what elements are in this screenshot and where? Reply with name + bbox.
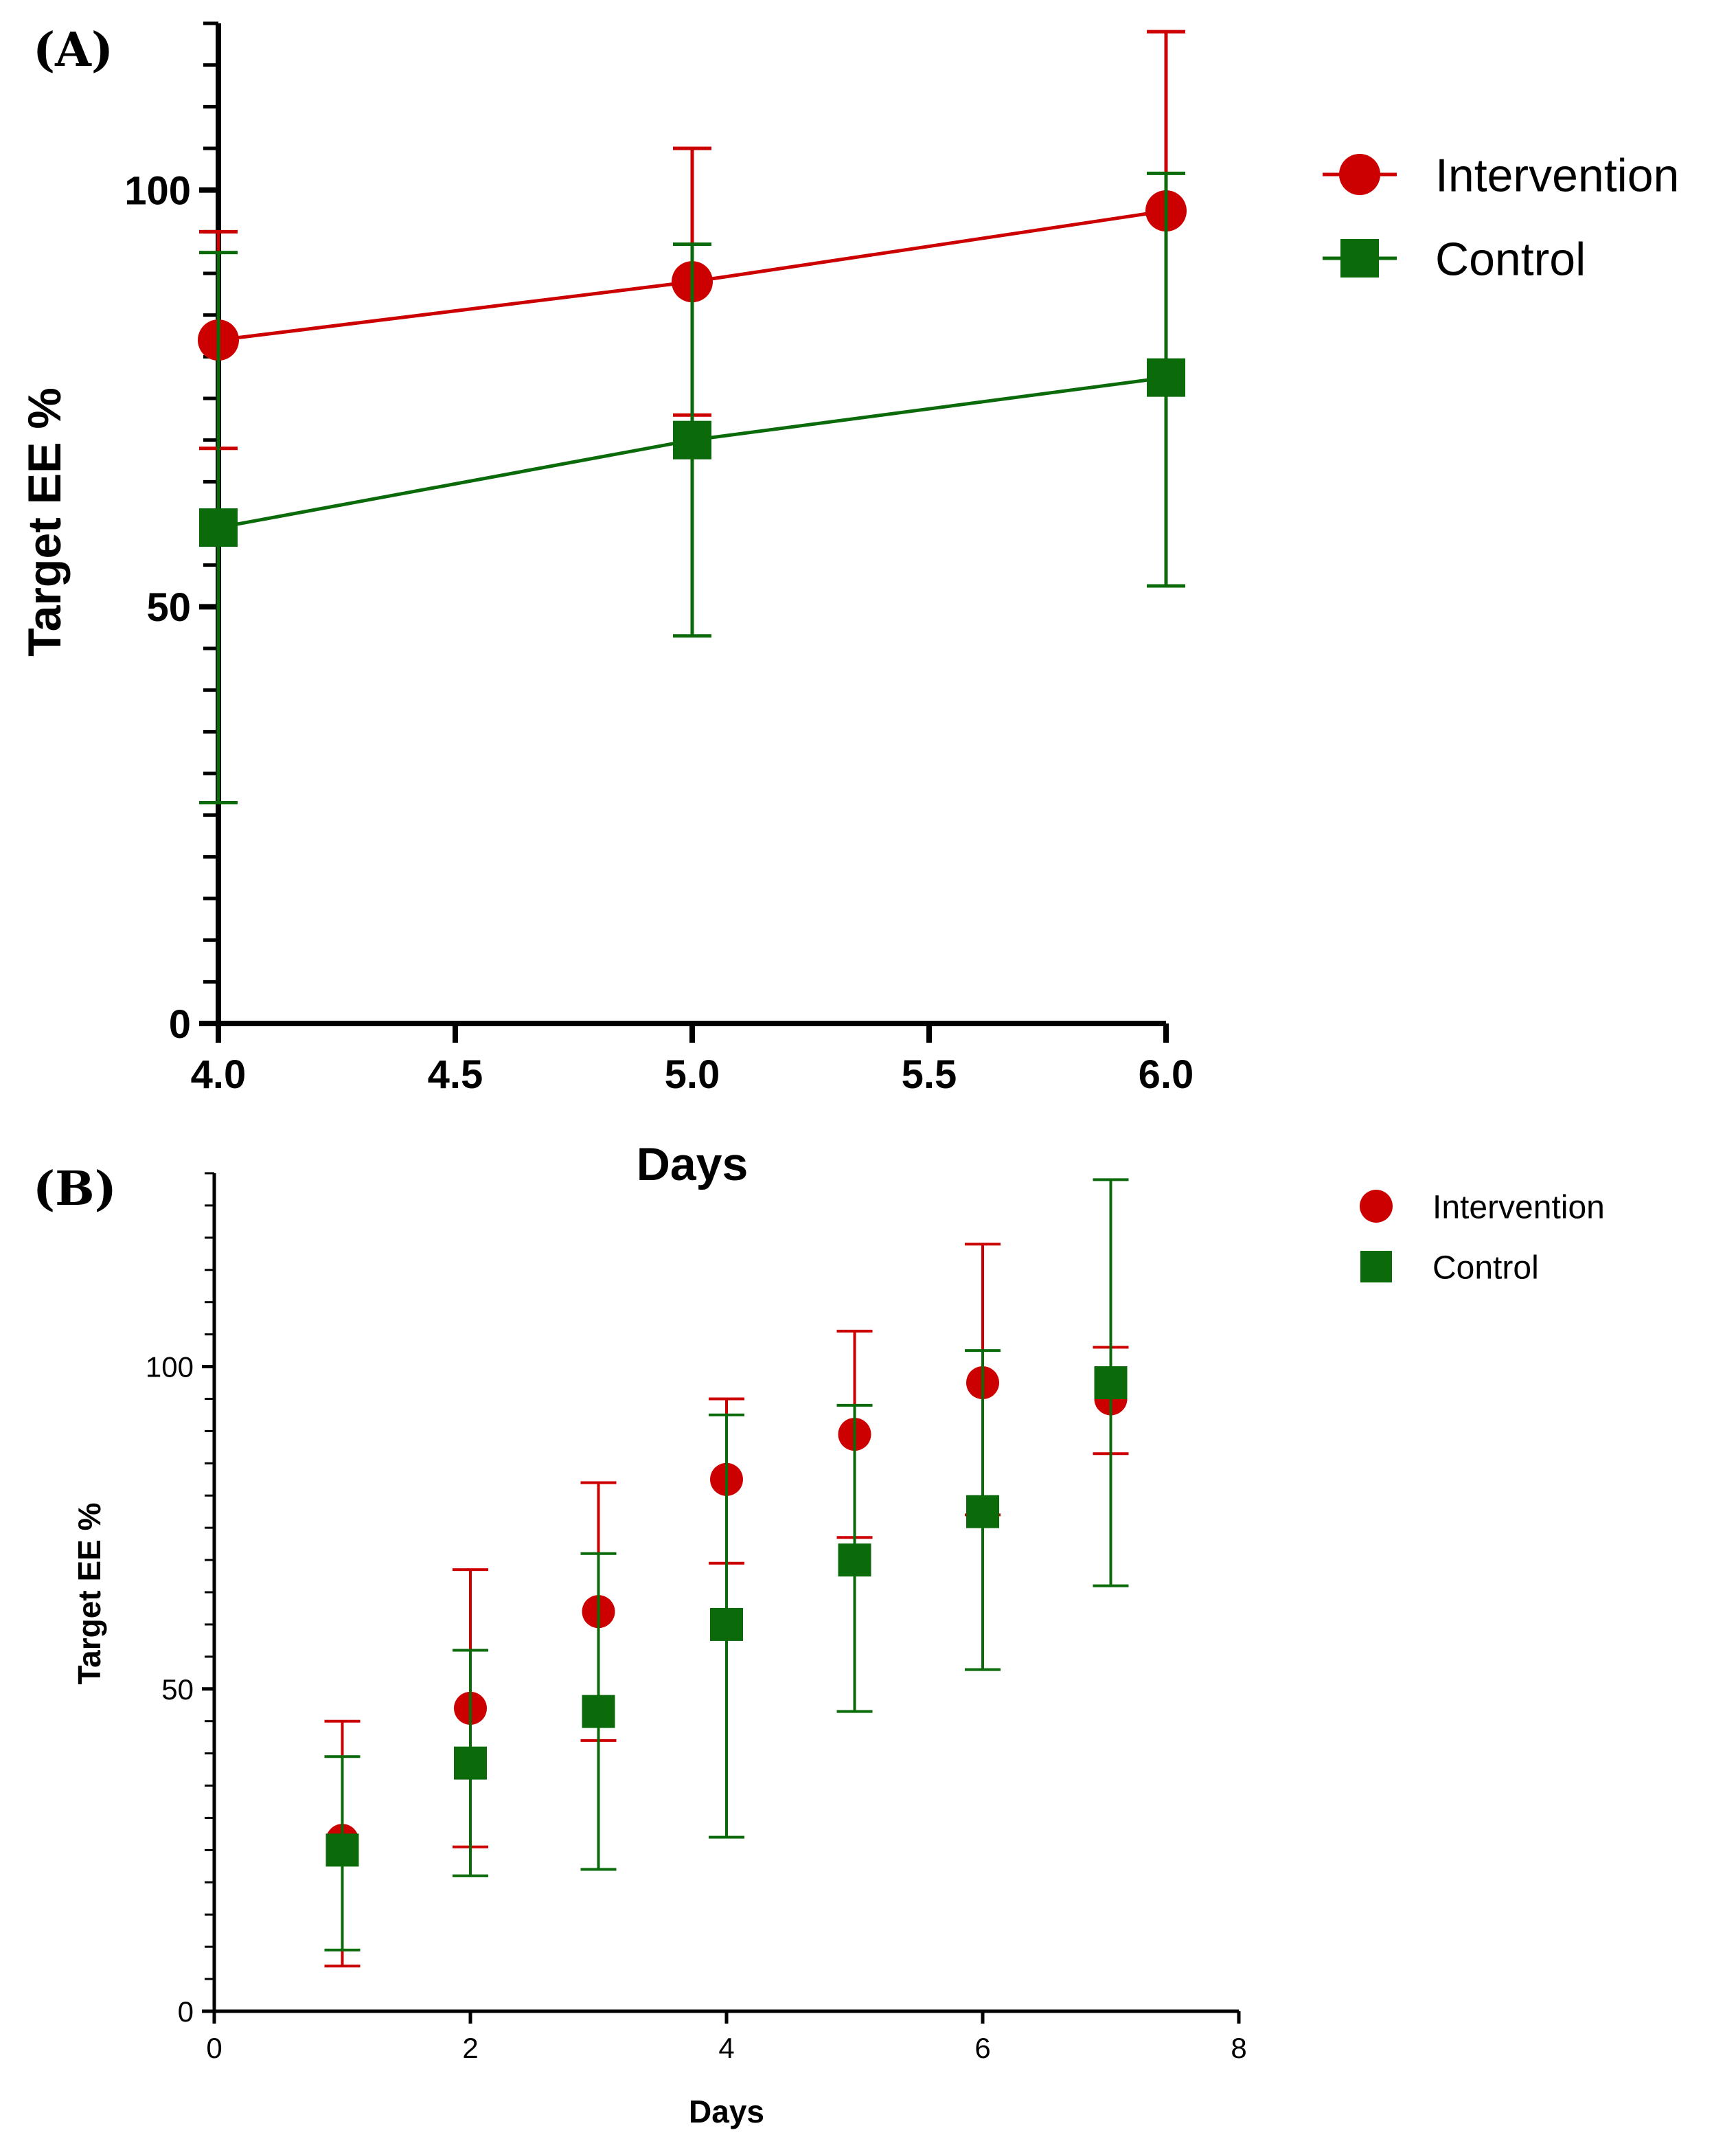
panel-b-label: (B) [33, 1162, 117, 1216]
panel-a-x-axis-title: Days [637, 1138, 749, 1190]
panel-a-series [198, 30, 1187, 804]
legend-square-marker [1360, 1251, 1392, 1282]
control-point [710, 1607, 743, 1641]
panel-a-legend: Intervention Control [1323, 149, 1679, 285]
legend-circle-marker [1360, 1190, 1393, 1223]
x-tick-label: 5.5 [902, 1052, 957, 1097]
legend-label: Intervention [1432, 1189, 1605, 1225]
panel-b-x-axis-title: Days [689, 2094, 764, 2129]
legend-square-marker [1340, 239, 1379, 278]
y-tick-label: 50 [146, 585, 191, 630]
legend-circle-marker [1339, 154, 1380, 195]
control-point [454, 1746, 487, 1780]
legend-item-control: Control [1323, 233, 1586, 285]
control-point [1094, 1366, 1128, 1399]
x-tick-label: 0 [206, 2032, 222, 2064]
panel-a-y-axis-title: Target EE % [19, 387, 71, 657]
x-tick-label: 6.0 [1139, 1052, 1194, 1097]
panel-a-label: (A) [33, 23, 113, 78]
y-tick-label: 50 [161, 1673, 194, 1706]
legend-label: Control [1432, 1249, 1539, 1286]
panel-b-series [324, 1178, 1129, 1968]
control-point [582, 1695, 615, 1728]
x-tick-label: 4 [718, 2032, 734, 2064]
control-point [1147, 358, 1185, 397]
legend-item-control: Control [1360, 1249, 1539, 1286]
panel-b-chart: (B) Target EE % Days 0 50 100 0 2 4 6 8 Interve… [33, 1162, 1605, 2129]
y-tick-label: 100 [146, 1351, 194, 1383]
panel-b-legend: Intervention Control [1360, 1189, 1605, 1286]
series-control [324, 1178, 1129, 1951]
legend-label: Control [1435, 233, 1586, 285]
x-tick-label: 6 [974, 2032, 990, 2064]
control-point [326, 1833, 359, 1867]
panel-b-y-axis-title: Target EE % [71, 1503, 107, 1685]
y-tick-label: 0 [169, 1002, 191, 1047]
series-control [199, 171, 1185, 804]
control-point [199, 508, 238, 547]
panel-b-axes: 0 50 100 0 2 4 6 8 [146, 1172, 1247, 2064]
legend-item-intervention: Intervention [1323, 149, 1679, 201]
x-tick-label: 2 [462, 2032, 478, 2064]
control-point [966, 1495, 999, 1528]
x-tick-label: 4.5 [428, 1052, 483, 1097]
y-tick-label: 0 [178, 1995, 194, 2028]
panel-a-axes: 0 50 100 4.0 4.5 5.0 5.5 6.0 [124, 21, 1194, 1097]
x-tick-label: 8 [1231, 2032, 1246, 2064]
x-tick-label: 5.0 [665, 1052, 720, 1097]
x-tick-label: 4.0 [191, 1052, 247, 1097]
legend-item-intervention: Intervention [1360, 1189, 1605, 1225]
control-point [838, 1543, 871, 1577]
panel-a-chart: (A) Target EE % Days 0 50 100 4.0 4.5 5.0 5.5 6… [19, 21, 1679, 1190]
legend-label: Intervention [1435, 149, 1679, 201]
control-point [673, 420, 711, 460]
y-tick-label: 100 [124, 169, 191, 214]
